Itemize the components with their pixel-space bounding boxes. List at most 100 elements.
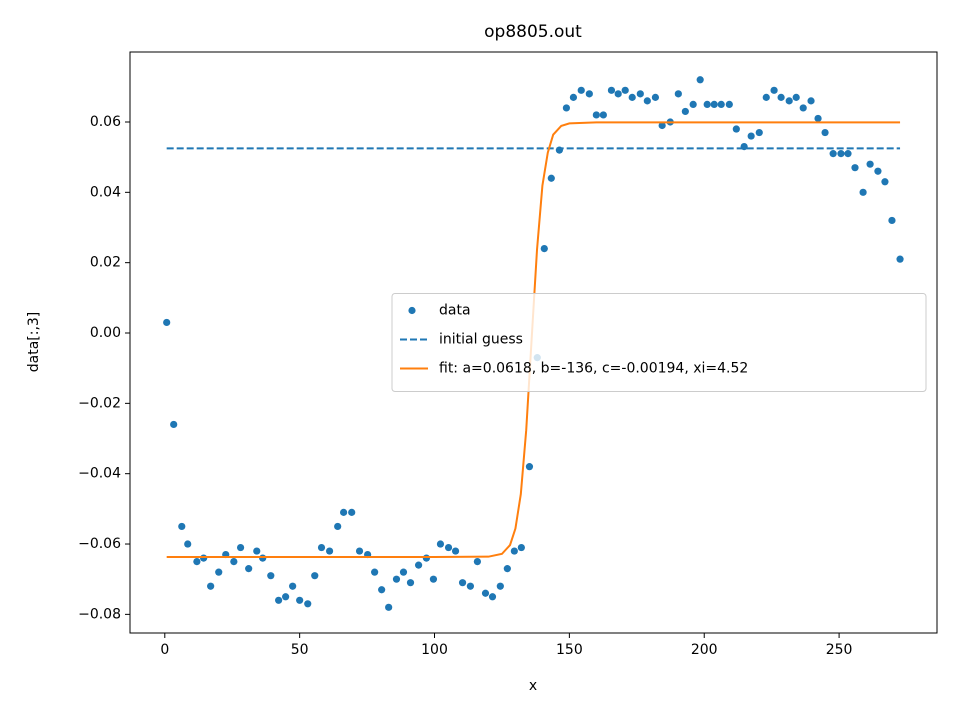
x-axis-label: x [529, 678, 537, 694]
legend-label: fit: a=0.0618, b=-136, c=-0.00194, xi=4.… [439, 361, 748, 377]
data-point [717, 100, 725, 109]
data-point [406, 579, 415, 587]
data-point [503, 565, 511, 573]
data-point [674, 90, 682, 98]
data-point [163, 318, 171, 327]
data-point [888, 216, 896, 225]
data-point [510, 547, 518, 555]
data-point [334, 522, 342, 531]
data-point [215, 568, 223, 576]
y-tick-label: 0.04 [90, 184, 121, 200]
data-point [569, 93, 578, 101]
data-point [458, 579, 467, 587]
data-point [821, 128, 829, 137]
x-tick-label: 200 [691, 642, 718, 658]
data-point [444, 543, 453, 552]
x-tick-label: 100 [421, 642, 448, 658]
data-point [184, 540, 192, 548]
plot-frame [129, 51, 938, 634]
data-point [193, 558, 201, 566]
data-point [540, 244, 548, 253]
data-point [488, 593, 497, 601]
data-point [577, 86, 585, 94]
data-point [770, 86, 778, 94]
x-tick-label: 0 [160, 642, 169, 658]
data-point [451, 547, 460, 555]
data-point [547, 174, 555, 182]
data-point [710, 100, 718, 109]
data-point [245, 565, 253, 573]
data-point [859, 188, 867, 196]
data-point [807, 97, 815, 105]
data-point [296, 596, 304, 604]
data-point [392, 575, 401, 583]
data-point [399, 568, 408, 576]
data-point [414, 561, 423, 569]
data-point [178, 522, 186, 531]
data-point [874, 167, 882, 175]
data-point [236, 543, 245, 552]
data-point [681, 107, 689, 116]
y-tick-label: −0.04 [78, 466, 121, 482]
data-point [636, 90, 644, 98]
y-tick-label: −0.08 [78, 606, 121, 622]
data-point [378, 586, 386, 594]
data-point [599, 111, 607, 119]
data-point [348, 508, 356, 516]
data-point [517, 543, 525, 552]
legend-marker [408, 306, 416, 315]
y-tick-label: −0.06 [78, 536, 121, 552]
x-tick-label: 50 [291, 642, 309, 658]
data-point [170, 420, 178, 429]
data-point [643, 97, 651, 105]
data-point [785, 97, 793, 105]
data-point [844, 150, 852, 158]
data-point [799, 104, 807, 112]
data-point [466, 582, 474, 590]
data-point [607, 86, 616, 94]
data-point [422, 554, 431, 562]
data-point [253, 547, 261, 555]
data-point [525, 463, 534, 471]
data-point [385, 603, 393, 611]
data-point [207, 582, 215, 590]
data-point [496, 582, 504, 590]
y-tick-label: −0.02 [78, 395, 121, 411]
x-tick-label: 150 [556, 642, 583, 658]
data-point [355, 547, 364, 555]
data-point [689, 100, 697, 109]
y-tick-label: 0.02 [90, 255, 121, 271]
legend-label: data [439, 303, 471, 319]
data-point [562, 104, 571, 112]
x-tick-label: 250 [826, 642, 853, 658]
data-point [282, 593, 290, 601]
data-point [896, 255, 904, 263]
data-point [340, 508, 348, 516]
data-point [762, 93, 770, 101]
legend-label: initial guess [439, 332, 523, 348]
data-point [230, 558, 238, 566]
data-point [829, 150, 837, 158]
chart-title: op8805.out [484, 22, 582, 42]
y-axis-label: data[:,3] [26, 312, 42, 373]
data-point [275, 596, 283, 604]
data-point [777, 93, 785, 101]
legend-box [391, 293, 927, 392]
data-point [814, 114, 822, 123]
data-point [371, 568, 379, 576]
data-point [325, 547, 334, 555]
data-point [658, 121, 666, 130]
data-point [703, 100, 711, 109]
data-point [304, 600, 312, 608]
data-point [289, 582, 297, 590]
data-point [621, 86, 629, 94]
data-point [317, 543, 326, 552]
data-point [436, 540, 445, 548]
data-point [311, 572, 319, 580]
data-point [837, 150, 845, 158]
data-point [614, 90, 622, 98]
data-point [585, 90, 593, 98]
data-point [481, 589, 490, 597]
y-tick-label: 0.00 [90, 325, 121, 341]
